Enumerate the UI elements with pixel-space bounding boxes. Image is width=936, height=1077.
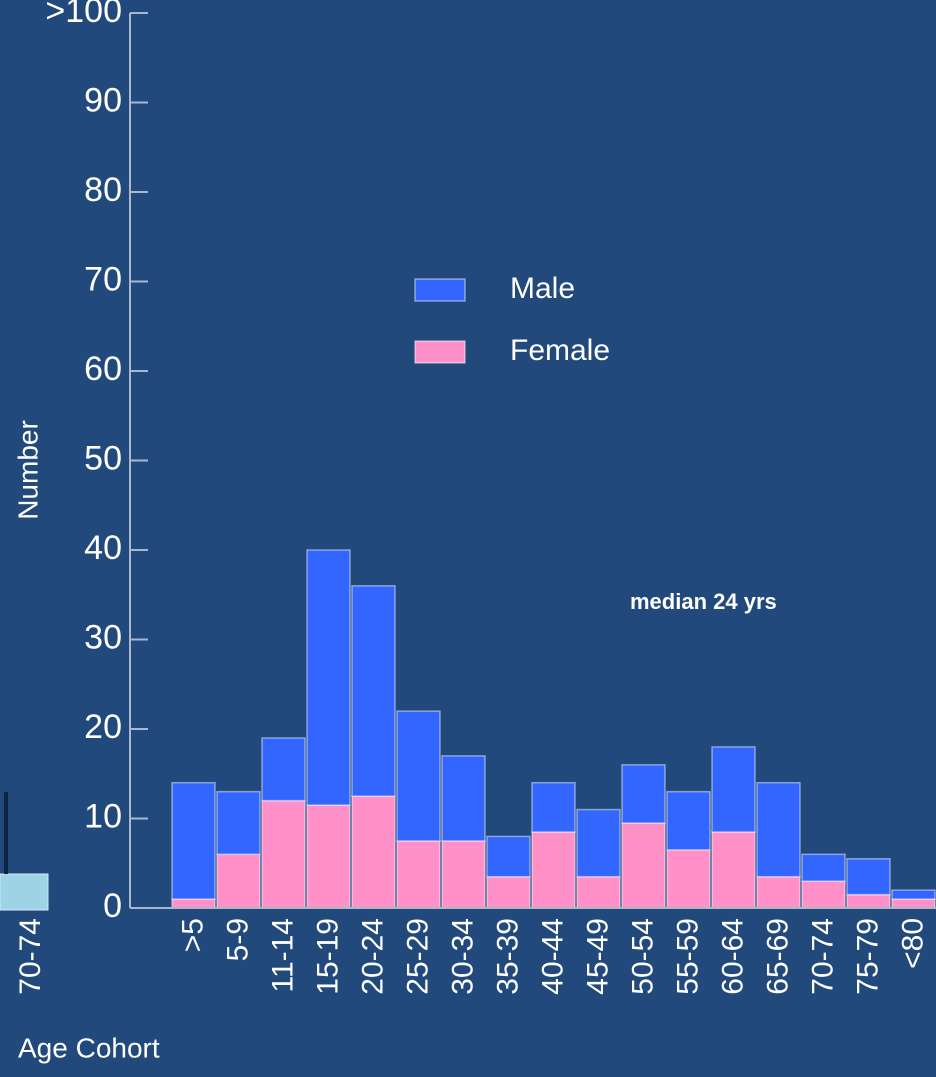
bar-segment bbox=[306, 549, 351, 806]
bar-segment bbox=[891, 898, 936, 909]
x-tick-label: 60-64 bbox=[716, 918, 749, 995]
bar-segment bbox=[711, 746, 756, 833]
bar-segment bbox=[216, 790, 261, 856]
x-tick-label: 25-29 bbox=[401, 918, 434, 995]
y-tick-label: 90 bbox=[84, 81, 122, 119]
x-tick-label: 45-49 bbox=[581, 918, 614, 995]
bar-segment bbox=[396, 840, 441, 909]
bar-segment bbox=[261, 737, 306, 802]
y-tick-label: >100 bbox=[45, 0, 122, 30]
bar-segment bbox=[531, 831, 576, 909]
y-tick-label: 10 bbox=[84, 797, 122, 835]
x-tick-label: >5 bbox=[176, 918, 209, 952]
bar-segment bbox=[891, 889, 936, 900]
bar-segment bbox=[846, 858, 891, 896]
bar-segment bbox=[801, 853, 846, 882]
x-tick-label: 70-74 bbox=[806, 918, 839, 995]
y-tick-label: 80 bbox=[84, 171, 122, 209]
bar-segment bbox=[621, 822, 666, 909]
x-tick-label: 75-79 bbox=[851, 918, 884, 995]
x-tick-label: 30-34 bbox=[446, 918, 479, 995]
bar-segment bbox=[666, 849, 711, 909]
fragment-bar bbox=[0, 873, 49, 911]
bar-segment bbox=[351, 795, 396, 909]
x-tick-label: 50-54 bbox=[626, 918, 659, 995]
y-tick-label: 30 bbox=[84, 618, 122, 656]
y-tick-label: 60 bbox=[84, 350, 122, 388]
bar-segment bbox=[756, 781, 801, 878]
x-tick-label: 35-39 bbox=[491, 918, 524, 995]
legend-swatch bbox=[414, 340, 466, 364]
bar-segment bbox=[306, 804, 351, 909]
bar-segment bbox=[756, 875, 801, 909]
bar-segment bbox=[396, 710, 441, 842]
legend-label: Female bbox=[510, 334, 610, 367]
bar-segment bbox=[486, 875, 531, 909]
x-axis-label: Age Cohort bbox=[18, 1032, 160, 1063]
bar-segment bbox=[531, 781, 576, 833]
bar-segment bbox=[261, 799, 306, 909]
x-tick-label: <80 bbox=[896, 918, 929, 969]
fragment-label: 70-74 bbox=[14, 918, 47, 995]
bar-segment bbox=[441, 755, 486, 842]
y-tick-label: 70 bbox=[84, 260, 122, 298]
bar-segment bbox=[441, 840, 486, 909]
x-tick-label: 40-44 bbox=[536, 918, 569, 995]
bar-segment bbox=[621, 764, 666, 824]
bar-segment bbox=[171, 898, 216, 909]
x-tick-label: 20-24 bbox=[356, 918, 389, 995]
y-tick-label: 20 bbox=[84, 708, 122, 746]
x-tick-label: 55-59 bbox=[671, 918, 704, 995]
bar-segment bbox=[351, 585, 396, 797]
y-axis-label: Number bbox=[12, 420, 43, 520]
bar-segment bbox=[171, 781, 216, 900]
legend-swatch bbox=[414, 278, 466, 302]
annotation: median 24 yrs bbox=[630, 589, 777, 614]
bar-segment bbox=[801, 880, 846, 909]
bar-segment bbox=[666, 790, 711, 851]
bar-segment bbox=[711, 831, 756, 909]
bar-segment bbox=[216, 853, 261, 909]
bar-segment bbox=[846, 893, 891, 909]
bar-segment bbox=[486, 835, 531, 878]
x-tick-label: 15-19 bbox=[311, 918, 344, 995]
bar-segment bbox=[576, 808, 621, 878]
bar-segment bbox=[576, 875, 621, 909]
y-tick-label: 50 bbox=[84, 439, 122, 477]
legend-label: Male bbox=[510, 272, 575, 305]
y-tick-label: 40 bbox=[84, 529, 122, 567]
x-tick-label: 65-69 bbox=[761, 918, 794, 995]
y-tick-label: 0 bbox=[103, 887, 122, 925]
x-tick-label: 5-9 bbox=[221, 918, 254, 961]
x-tick-label: 11-14 bbox=[266, 918, 299, 993]
